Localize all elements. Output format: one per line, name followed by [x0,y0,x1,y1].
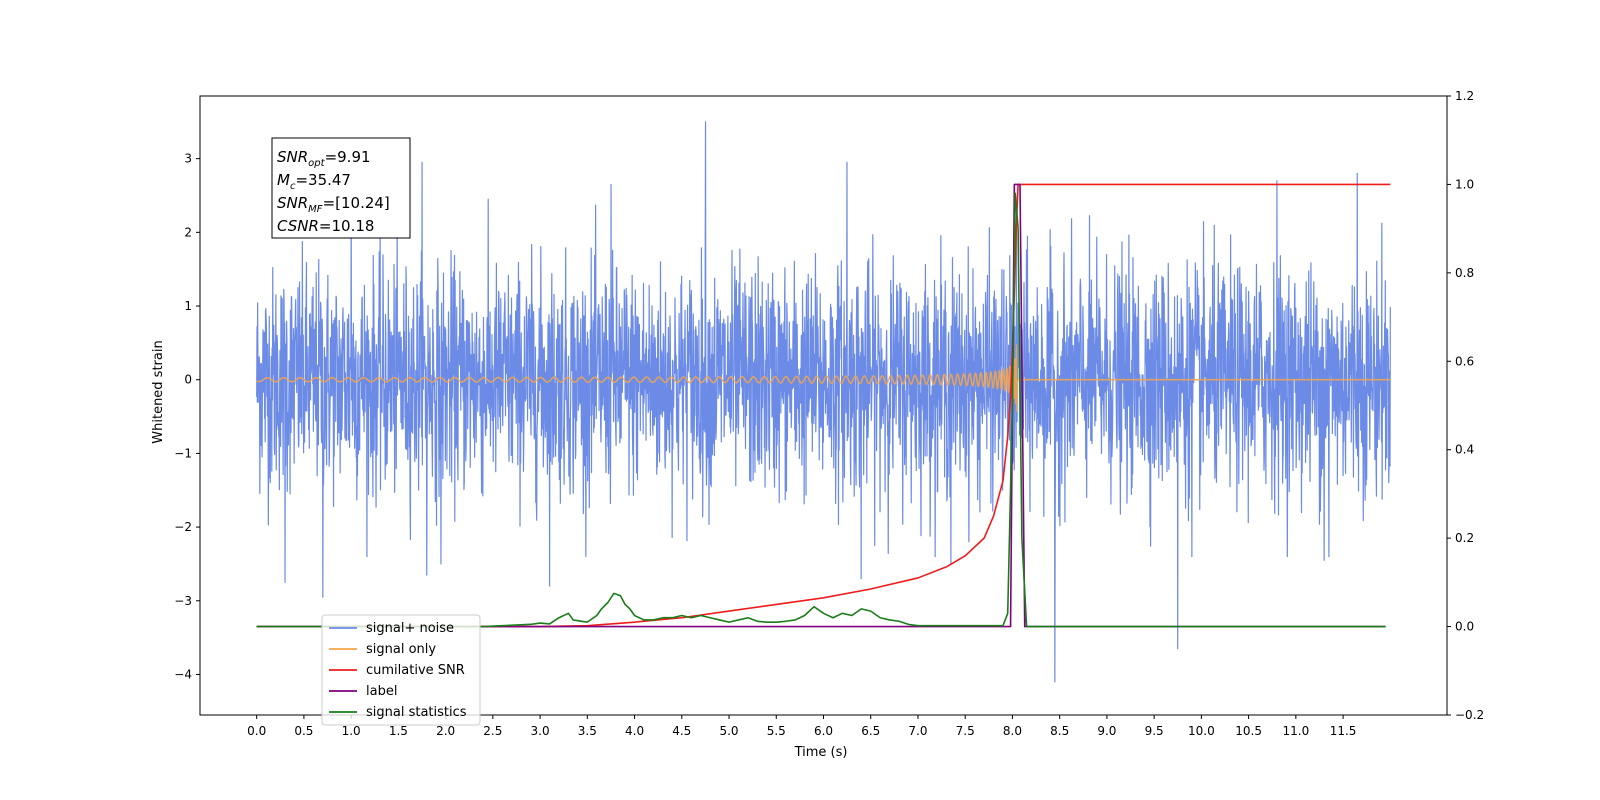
series-layer [256,121,1391,683]
x-tick-label: 9.5 [1145,724,1164,738]
x-tick-label: 8.5 [1050,724,1069,738]
x-tick-label: 4.5 [672,724,691,738]
legend: signal+ noise signal only cumilative SNR la… [321,614,481,726]
y-left-tick-label: 0 [184,373,192,387]
x-tick-label: 9.0 [1097,724,1116,738]
x-tick-label: 7.0 [908,724,927,738]
y-left-tick-label: −1 [174,446,192,460]
x-axis: 0.0 0.5 1.0 1.5 2.0 2.5 3.0 3.5 4.0 4.5 5.0 5.5 6.0 6… [247,715,1356,738]
y-left-tick-label: −3 [174,594,192,608]
x-axis-label: Time (s) [794,745,848,760]
x-tick-label: 4.0 [625,724,644,738]
annotation-line: SNRopt=9.91 [277,148,371,169]
y-left-tick-label: 2 [184,225,192,239]
y-axis-label: Whitened strain [151,340,166,443]
annotation-line: SNRMF=[10.24] [277,194,390,215]
x-tick-label: 10.5 [1235,724,1262,738]
y-right-tick-label: 1.0 [1455,177,1474,191]
series-line-signal-noise [256,121,1391,683]
legend-frame [321,614,481,726]
y-left-tick-label: 1 [184,299,192,313]
x-tick-label: 1.0 [342,724,361,738]
y-right-tick-label: 0.0 [1455,620,1474,634]
y-right-tick-label: 0.8 [1455,266,1474,280]
x-tick-label: 7.5 [956,724,975,738]
legend-label: signal statistics [366,705,467,720]
x-tick-label: 6.0 [814,724,833,738]
series-line-signal-only [256,344,1391,412]
y-left-tick-label: 3 [184,152,192,166]
x-tick-label: 3.5 [578,724,597,738]
x-tick-label: 2.0 [436,724,455,738]
y-axis-right: 1.2 1.0 0.8 0.6 0.4 0.2 0.0 −0.2 [1447,89,1484,722]
x-tick-label: 8.0 [1003,724,1022,738]
legend-label: signal only [366,642,436,657]
y-axis-left: 3 2 1 0 −1 −2 −3 −4 [174,152,200,681]
legend-label: signal+ noise [366,621,454,636]
x-tick-label: 6.5 [861,724,880,738]
y-left-tick-label: −4 [174,667,192,681]
y-left-tick-label: −2 [174,520,192,534]
x-tick-label: 1.5 [389,724,408,738]
x-tick-label: 10.0 [1188,724,1215,738]
y-right-tick-label: 0.6 [1455,354,1474,368]
x-tick-label: 11.0 [1282,724,1309,738]
y-right-tick-label: 1.2 [1455,89,1474,103]
x-tick-label: 0.5 [294,724,313,738]
x-tick-label: 0.0 [247,724,266,738]
y-right-tick-label: 0.4 [1455,443,1474,457]
legend-label: cumilative SNR [366,663,465,678]
legend-label: label [366,684,397,699]
y-right-tick-label: 0.2 [1455,531,1474,545]
x-tick-label: 5.5 [767,724,786,738]
x-tick-label: 2.5 [483,724,502,738]
y-right-tick-label: −0.2 [1455,708,1484,722]
annotation-frame [271,137,411,239]
series-line-signal-statistics [256,192,1386,628]
x-tick-label: 5.0 [719,724,738,738]
x-tick-label: 11.5 [1330,724,1357,738]
x-tick-label: 3.0 [531,724,550,738]
annotation-line: Mc=35.47 [277,171,351,192]
annotation-line: CSNR=10.18 [277,217,374,235]
